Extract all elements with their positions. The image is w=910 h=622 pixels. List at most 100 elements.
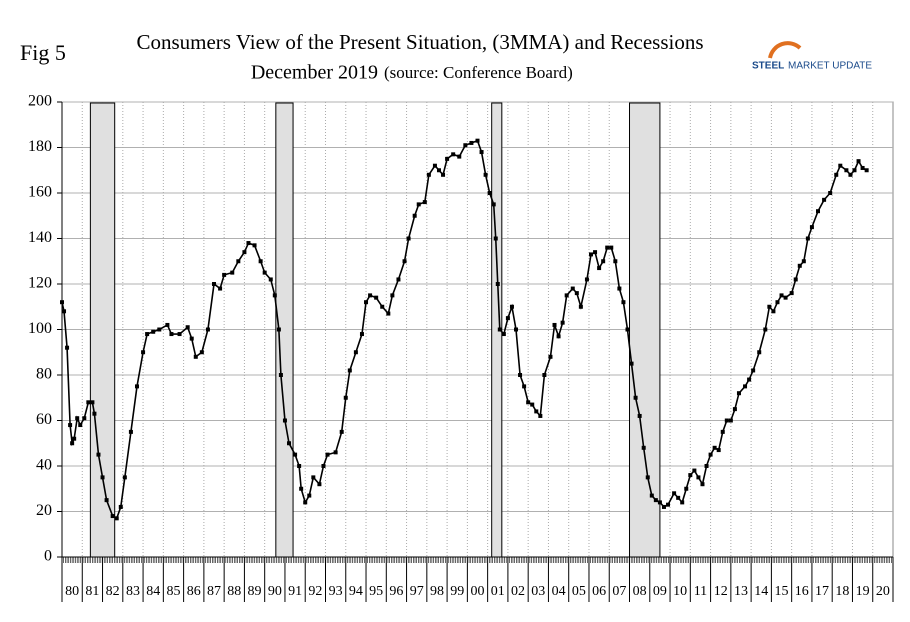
point-marker	[177, 332, 182, 337]
point-marker	[649, 493, 654, 498]
point-marker	[303, 500, 308, 505]
point-marker	[374, 295, 379, 300]
point-marker	[645, 475, 650, 480]
point-marker	[801, 259, 806, 264]
point-marker	[661, 504, 666, 509]
point-marker	[509, 304, 514, 309]
chart-source: (source: Conference Board)	[384, 63, 573, 82]
point-marker	[530, 402, 535, 407]
y-tick-label: 20	[36, 502, 52, 519]
point-marker	[185, 325, 190, 330]
y-tick-label: 160	[28, 184, 52, 201]
x-tick-label: 85	[166, 584, 180, 599]
point-marker	[380, 304, 385, 309]
point-marker	[445, 156, 450, 161]
recession-band	[629, 102, 661, 558]
point-marker	[311, 475, 316, 480]
point-marker	[412, 213, 417, 218]
point-marker	[696, 475, 701, 480]
point-marker	[534, 409, 539, 414]
x-tick-label: 95	[369, 584, 383, 599]
point-marker	[321, 464, 326, 468]
point-marker	[732, 407, 737, 412]
point-marker	[396, 277, 401, 282]
point-marker	[242, 250, 247, 255]
point-marker	[82, 416, 87, 421]
y-tick-label: 60	[36, 411, 52, 428]
fig-label: Fig 5	[20, 40, 66, 65]
point-marker	[96, 452, 101, 457]
point-marker	[278, 373, 283, 377]
point-marker	[457, 154, 462, 159]
point-marker	[262, 270, 267, 275]
point-marker	[368, 293, 373, 298]
point-marker	[386, 311, 391, 316]
point-marker	[141, 350, 146, 355]
point-marker	[62, 309, 67, 314]
x-tick-label: 00	[471, 584, 485, 599]
point-marker	[402, 259, 407, 264]
point-marker	[299, 486, 304, 491]
point-marker	[134, 384, 139, 389]
point-marker	[236, 259, 241, 264]
point-marker	[736, 391, 741, 396]
point-marker	[617, 286, 622, 291]
point-marker	[838, 163, 843, 168]
point-marker	[852, 168, 857, 173]
point-marker	[222, 272, 227, 277]
point-marker	[589, 252, 594, 257]
x-tick-label: 84	[146, 584, 160, 599]
point-marker	[325, 452, 330, 457]
point-marker	[86, 400, 91, 405]
point-marker	[716, 448, 721, 453]
x-tick-label: 82	[106, 584, 120, 599]
x-tick-label: 92	[308, 584, 322, 599]
point-marker	[246, 241, 251, 246]
point-marker	[463, 143, 468, 148]
point-marker	[560, 320, 565, 325]
point-marker	[72, 436, 77, 441]
point-marker	[793, 277, 798, 282]
x-tick-label: 88	[227, 584, 241, 599]
x-tick-label: 12	[714, 584, 728, 599]
point-marker	[212, 282, 217, 286]
point-marker	[564, 293, 569, 298]
point-marker	[230, 270, 235, 275]
point-marker	[68, 423, 73, 428]
point-marker	[653, 498, 658, 503]
logo-bold: STEEL	[752, 61, 784, 72]
logo-swoosh	[768, 41, 802, 59]
x-tick-label: 83	[126, 584, 140, 599]
point-marker	[805, 236, 810, 241]
point-marker	[189, 336, 194, 341]
y-tick-label: 0	[44, 548, 52, 565]
point-marker	[637, 413, 642, 418]
point-marker	[145, 332, 150, 337]
x-tick-label: 87	[207, 584, 221, 599]
point-marker	[487, 191, 492, 195]
point-marker	[293, 452, 298, 457]
x-tick-label: 94	[349, 584, 363, 599]
point-marker	[193, 354, 198, 359]
point-marker	[199, 350, 204, 355]
recession-band	[491, 102, 503, 558]
point-marker	[90, 400, 95, 405]
x-tick-label: 11	[694, 584, 707, 599]
point-marker	[339, 429, 344, 434]
point-marker	[822, 197, 827, 202]
point-marker	[218, 286, 223, 291]
logo: STEEL MARKET UPDATE	[752, 41, 872, 72]
point-marker	[526, 400, 531, 405]
x-tick-label: 17	[815, 584, 829, 599]
point-marker	[317, 482, 322, 487]
recession-band	[89, 102, 116, 558]
x-tick-label: 81	[85, 584, 99, 599]
point-marker	[574, 291, 579, 296]
point-marker	[416, 202, 421, 207]
x-tick-label: 20	[876, 584, 890, 599]
x-tick-label: 03	[531, 584, 545, 599]
point-marker	[252, 243, 257, 248]
point-marker	[633, 395, 638, 400]
point-marker	[692, 468, 697, 473]
point-marker	[475, 138, 480, 143]
